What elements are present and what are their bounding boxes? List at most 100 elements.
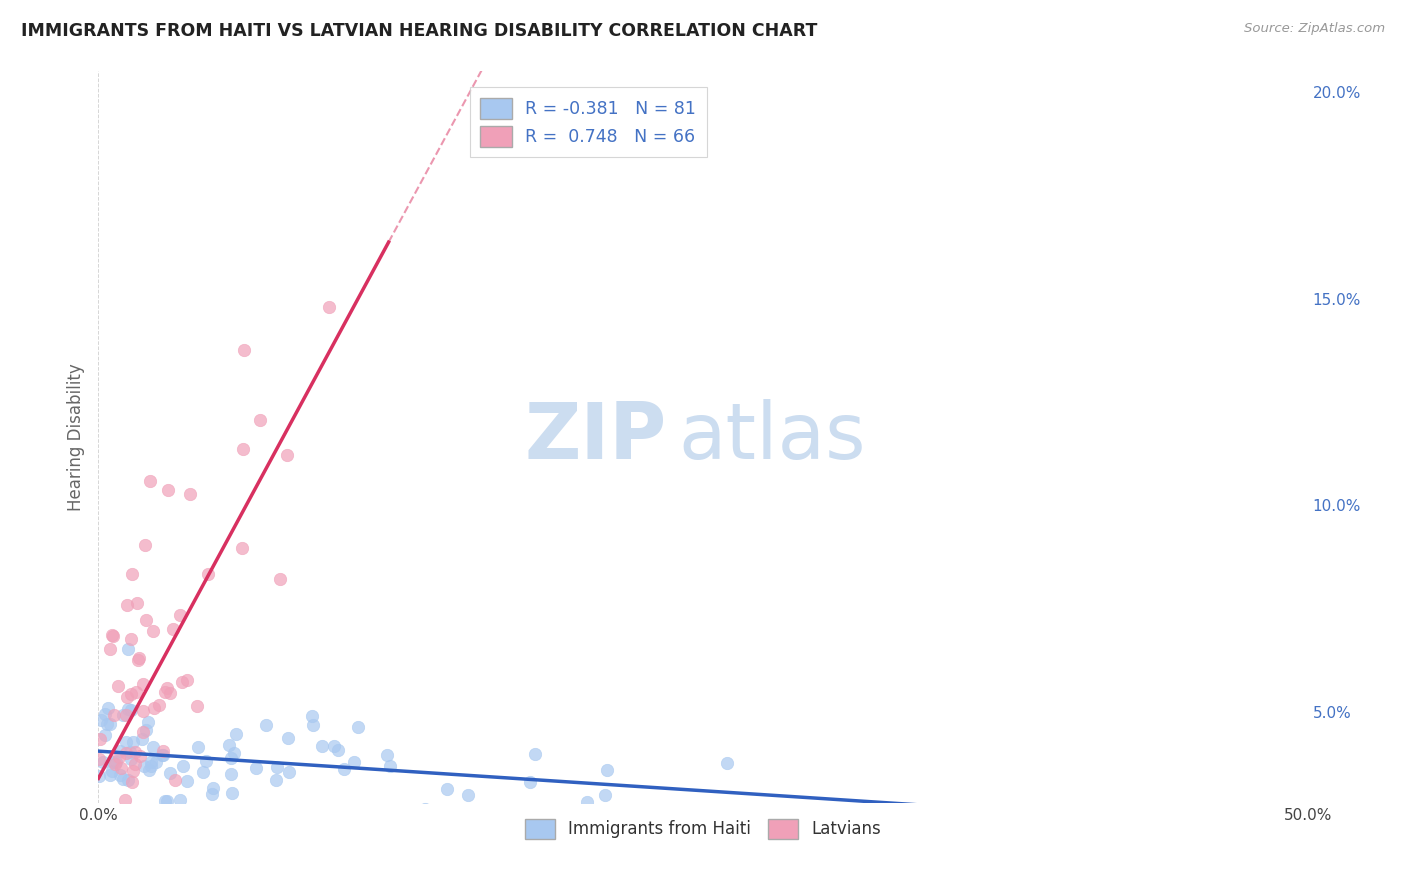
Point: [120, 702, 142, 716]
Point: [346, 720, 368, 734]
Point: [91, 829, 114, 843]
Point: [134, 538, 156, 552]
Point: [122, 735, 145, 749]
Point: [110, 768, 132, 782]
Legend: Immigrants from Haiti, Latvians: Immigrants from Haiti, Latvians: [519, 812, 887, 846]
Point: [219, 751, 242, 765]
Point: [278, 764, 301, 779]
Point: [94, 707, 117, 722]
Point: [245, 761, 267, 775]
Point: [172, 758, 194, 772]
Point: [117, 702, 139, 716]
Point: [519, 775, 541, 789]
Point: [91, 805, 114, 819]
Point: [93, 755, 115, 769]
Point: [114, 792, 136, 806]
Point: [413, 802, 436, 816]
Point: [380, 759, 402, 773]
Point: [145, 756, 167, 770]
Point: [115, 690, 138, 705]
Point: [125, 596, 148, 610]
Point: [103, 755, 125, 769]
Point: [120, 745, 142, 759]
Point: [187, 740, 209, 755]
Point: [139, 759, 162, 773]
Point: [596, 763, 619, 777]
Point: [138, 763, 160, 777]
Point: [176, 673, 198, 687]
Point: [89, 769, 111, 783]
Point: [304, 813, 326, 827]
Text: atlas: atlas: [679, 399, 866, 475]
Point: [276, 448, 298, 462]
Point: [112, 772, 135, 786]
Point: [87, 751, 110, 765]
Point: [152, 744, 174, 758]
Point: [148, 698, 170, 712]
Point: [224, 747, 246, 761]
Point: [176, 774, 198, 789]
Point: [155, 685, 177, 699]
Point: [122, 764, 145, 778]
Text: IMMIGRANTS FROM HAITI VS LATVIAN HEARING DISABILITY CORRELATION CHART: IMMIGRANTS FROM HAITI VS LATVIAN HEARING…: [21, 22, 817, 40]
Point: [576, 795, 599, 809]
Point: [436, 782, 458, 797]
Point: [129, 814, 152, 828]
Point: [202, 781, 225, 796]
Point: [169, 793, 191, 807]
Point: [103, 707, 125, 722]
Point: [193, 764, 215, 779]
Point: [97, 701, 120, 715]
Point: [593, 788, 616, 802]
Point: [328, 743, 350, 757]
Point: [494, 811, 516, 825]
Point: [162, 622, 184, 636]
Point: [121, 775, 143, 789]
Point: [124, 745, 146, 759]
Point: [153, 794, 176, 808]
Point: [135, 723, 157, 737]
Point: [96, 829, 118, 843]
Point: [117, 641, 139, 656]
Point: [159, 686, 181, 700]
Point: [98, 768, 121, 782]
Point: [197, 567, 219, 582]
Point: [117, 772, 139, 787]
Point: [172, 675, 194, 690]
Point: [124, 685, 146, 699]
Point: [142, 624, 165, 638]
Point: [155, 794, 177, 808]
Point: [105, 829, 128, 843]
Point: [322, 739, 344, 754]
Point: [249, 412, 271, 426]
Point: [716, 756, 738, 770]
Point: [100, 642, 122, 657]
Point: [277, 731, 299, 745]
Point: [132, 704, 155, 718]
Point: [105, 825, 128, 839]
Point: [98, 716, 121, 731]
Point: [232, 343, 254, 358]
Point: [142, 700, 165, 714]
Point: [94, 728, 117, 742]
Point: [169, 608, 191, 623]
Text: ZIP: ZIP: [524, 399, 666, 475]
Point: [117, 598, 139, 612]
Point: [457, 789, 479, 803]
Point: [132, 724, 155, 739]
Point: [91, 824, 114, 838]
Point: [135, 613, 157, 627]
Point: [194, 814, 217, 828]
Point: [195, 754, 218, 768]
Point: [219, 766, 242, 780]
Point: [302, 718, 325, 732]
Point: [186, 699, 208, 714]
Text: Source: ZipAtlas.com: Source: ZipAtlas.com: [1244, 22, 1385, 36]
Point: [524, 747, 547, 762]
Point: [311, 739, 333, 754]
Point: [132, 677, 155, 691]
Point: [101, 764, 124, 778]
Point: [332, 762, 354, 776]
Point: [90, 829, 112, 843]
Point: [375, 747, 398, 762]
